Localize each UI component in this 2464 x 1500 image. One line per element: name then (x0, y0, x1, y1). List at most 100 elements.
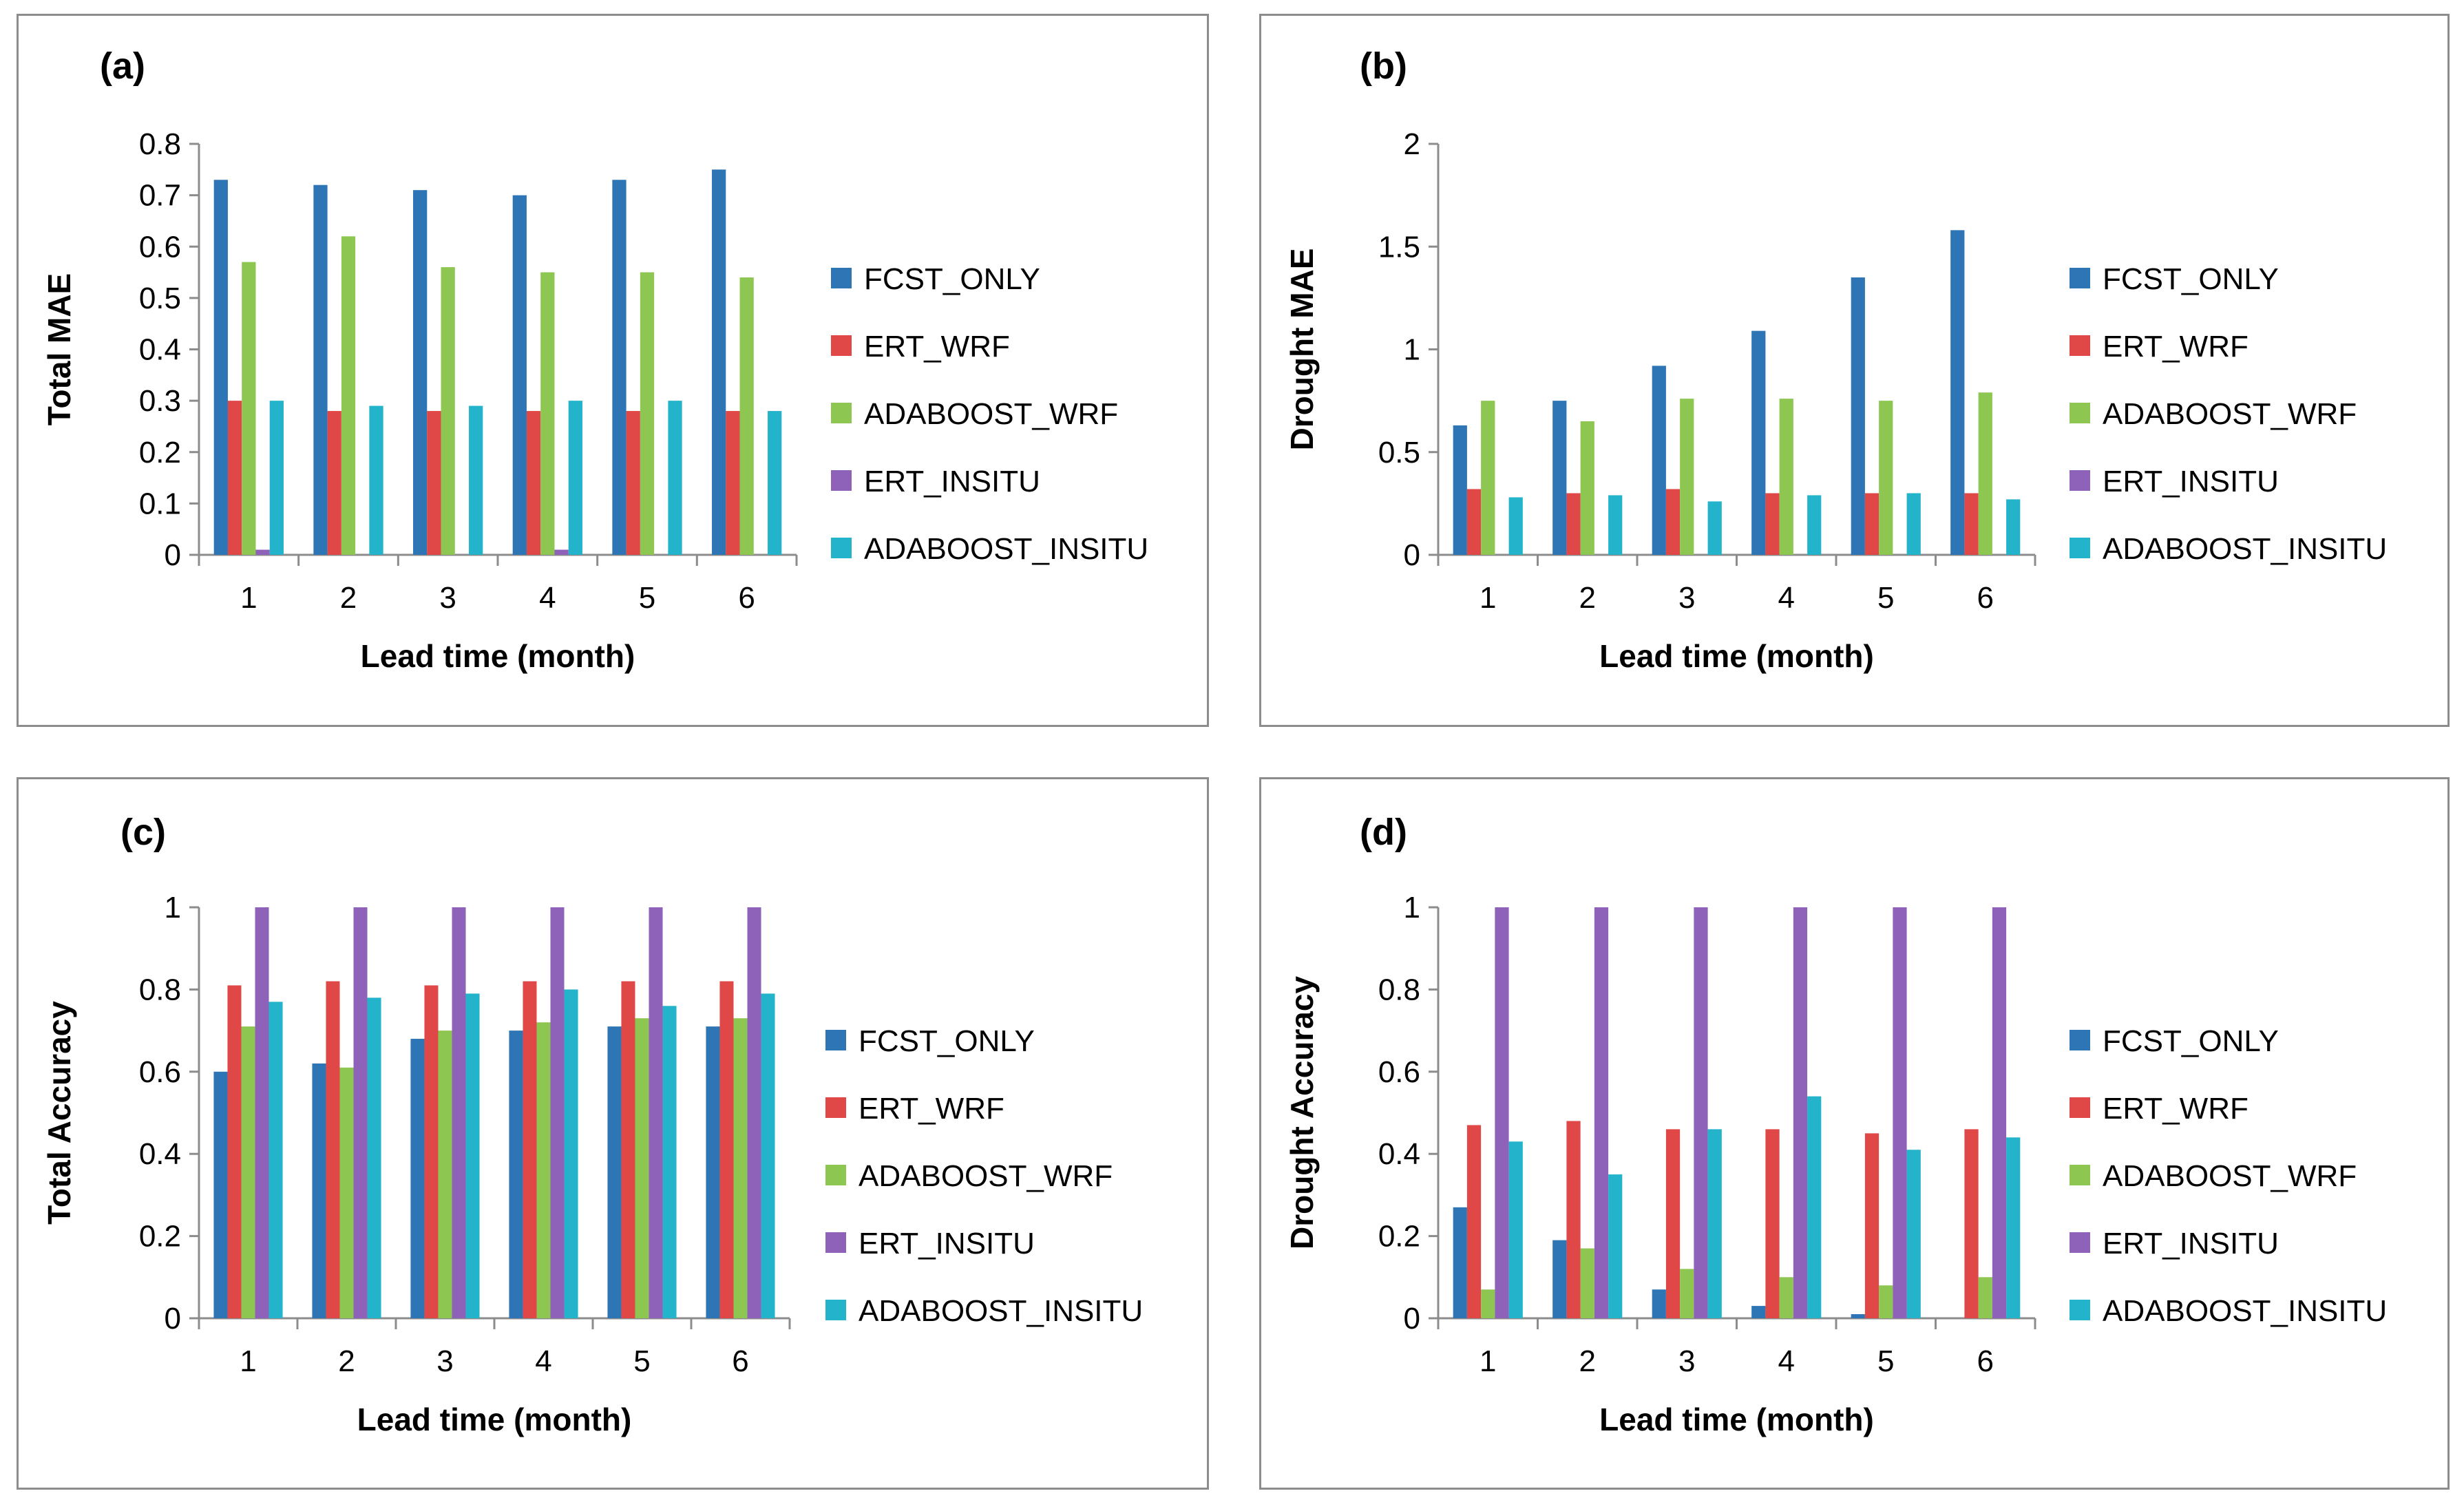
x-tick-label: 1 (1480, 581, 1496, 615)
bar-ert-wrf-4 (523, 981, 537, 1318)
x-tick-label: 5 (1877, 1344, 1894, 1378)
x-axis-title: Lead time (month) (1599, 1402, 1874, 1437)
legend-swatch (831, 268, 852, 288)
bar-adaboost-insitu-1 (269, 401, 284, 555)
x-tick-label: 3 (1678, 581, 1695, 615)
panel-label-d: (d) (1360, 812, 1407, 853)
bar-adaboost-insitu-1 (1508, 497, 1523, 555)
y-axis-title: Total Accuracy (41, 1001, 77, 1225)
legend-label: FCST_ONLY (864, 262, 1040, 296)
bar-ert-wrf-2 (326, 981, 340, 1318)
bar-fcst-only-3 (1652, 1289, 1666, 1318)
bar-ert-wrf-2 (1566, 1121, 1581, 1318)
bar-adaboost-insitu-3 (469, 405, 483, 555)
bar-adaboost-insitu-2 (1608, 495, 1623, 555)
bar-fcst-only-4 (1751, 1306, 1766, 1318)
chart-panel-b: (b) 0 0.5 1 1.5 2 1 2 3 4 5 6 Lead time (month) Drou… (1259, 14, 2450, 727)
bar-ert-wrf-3 (1665, 489, 1681, 555)
legend-swatch (825, 1165, 846, 1185)
y-tick-label: 0.4 (139, 1137, 181, 1171)
x-tick-label: 5 (1877, 581, 1894, 615)
bar-ert-insitu-5 (649, 907, 663, 1318)
legend-label: FCST_ONLY (2103, 262, 2279, 296)
panel-label-b: (b) (1360, 45, 1407, 87)
y-tick-label: 0 (165, 1302, 181, 1335)
legend-swatch (825, 1030, 846, 1050)
bar-fcst-only-3 (1652, 366, 1666, 555)
y-tick-label: 0.2 (139, 436, 181, 469)
bar-fcst-only-5 (612, 180, 626, 555)
x-tick-label: 1 (240, 1344, 256, 1378)
y-tick-label: 1 (1404, 333, 1420, 367)
legend-swatch (831, 538, 852, 558)
bar-fcst-only-1 (1453, 425, 1467, 555)
bar-fcst-only-2 (1552, 1240, 1567, 1318)
bar-ert-insitu-4 (550, 907, 565, 1318)
x-tick-label: 2 (340, 581, 357, 615)
bar-adaboost-insitu-6 (2006, 1137, 2021, 1318)
bar-fcst-only-6 (706, 1026, 720, 1318)
legend-swatch (831, 470, 852, 491)
y-tick-label: 0.6 (139, 1055, 181, 1089)
bar-ert-wrf-4 (1765, 493, 1780, 555)
legend-label: ADABOOST_WRF (2103, 397, 2357, 431)
bar-ert-wrf-1 (1466, 489, 1482, 555)
bar-fcst-only-6 (712, 169, 726, 555)
legend-label: ADABOOST_WRF (859, 1159, 1113, 1193)
chart-b-svg: 0 0.5 1 1.5 2 1 2 3 4 5 6 Lead time (month) Drought … (1284, 127, 2387, 674)
bar-adaboost-insitu-1 (268, 1002, 283, 1318)
bar-adaboost-wrf-5 (635, 1018, 649, 1318)
bar-adaboost-wrf-6 (1978, 1277, 1992, 1318)
x-tick-label: 4 (1778, 581, 1795, 615)
bar-ert-wrf-6 (726, 411, 740, 555)
bar-fcst-only-1 (213, 1071, 228, 1318)
bar-fcst-only-2 (1552, 401, 1567, 555)
bar-adaboost-wrf-5 (1879, 401, 1893, 555)
y-tick-label: 0.2 (139, 1220, 181, 1254)
bar-fcst-only-4 (512, 195, 527, 555)
bar-ert-insitu-6 (1992, 907, 2007, 1318)
bar-adaboost-insitu-3 (465, 993, 480, 1318)
x-tick-label: 2 (1579, 1344, 1596, 1378)
y-tick-label: 0 (1404, 1302, 1420, 1335)
legend-swatch (2070, 335, 2090, 356)
bar-adaboost-wrf-2 (1580, 421, 1594, 555)
bar-adaboost-insitu-2 (367, 997, 381, 1318)
bar-ert-insitu-6 (747, 907, 761, 1318)
bar-ert-wrf-1 (227, 985, 242, 1318)
bar-ert-wrf-6 (1964, 493, 1979, 555)
chart-panel-d: (d) 0 0.2 0.4 0.6 0.8 1 1 2 3 4 5 6 Lead time (month… (1259, 777, 2450, 1490)
bar-fcst-only-6 (1950, 230, 1965, 555)
x-axis-title: Lead time (month) (1599, 638, 1874, 674)
legend-label: ADABOOST_INSITU (2103, 532, 2387, 566)
x-tick-label: 2 (1579, 581, 1596, 615)
x-tick-label: 6 (732, 1344, 748, 1378)
legend-swatch (2070, 1232, 2090, 1253)
legend-swatch (825, 1232, 846, 1253)
y-axis-title: Drought MAE (1284, 249, 1320, 451)
bar-fcst-only-1 (213, 180, 228, 555)
bar-ert-insitu-3 (1694, 907, 1708, 1318)
legend-swatch (2070, 1030, 2090, 1050)
bar-ert-wrf-4 (1765, 1129, 1780, 1318)
y-axis-title: Total MAE (41, 273, 77, 425)
bar-adaboost-insitu-5 (1906, 1150, 1921, 1318)
y-tick-label: 0.6 (1378, 1055, 1420, 1089)
x-tick-label: 5 (633, 1344, 650, 1378)
bar-fcst-only-3 (410, 1039, 425, 1318)
bar-adaboost-wrf-4 (1779, 1277, 1793, 1318)
bar-fcst-only-4 (509, 1031, 523, 1318)
y-tick-label: 0 (1404, 538, 1420, 572)
bar-fcst-only-5 (607, 1026, 622, 1318)
bar-adaboost-insitu-1 (1508, 1141, 1523, 1318)
bar-ert-insitu-1 (255, 549, 270, 555)
legend-swatch (2070, 538, 2090, 558)
x-tick-label: 4 (1778, 1344, 1795, 1378)
legend-swatch (2070, 403, 2090, 423)
x-axis-title: Lead time (month) (361, 638, 635, 674)
bar-ert-insitu-4 (554, 549, 569, 555)
y-tick-label: 0.8 (139, 973, 181, 1006)
bar-adaboost-wrf-4 (540, 272, 555, 555)
x-tick-label: 2 (338, 1344, 355, 1378)
bar-adaboost-insitu-6 (2006, 499, 2021, 555)
